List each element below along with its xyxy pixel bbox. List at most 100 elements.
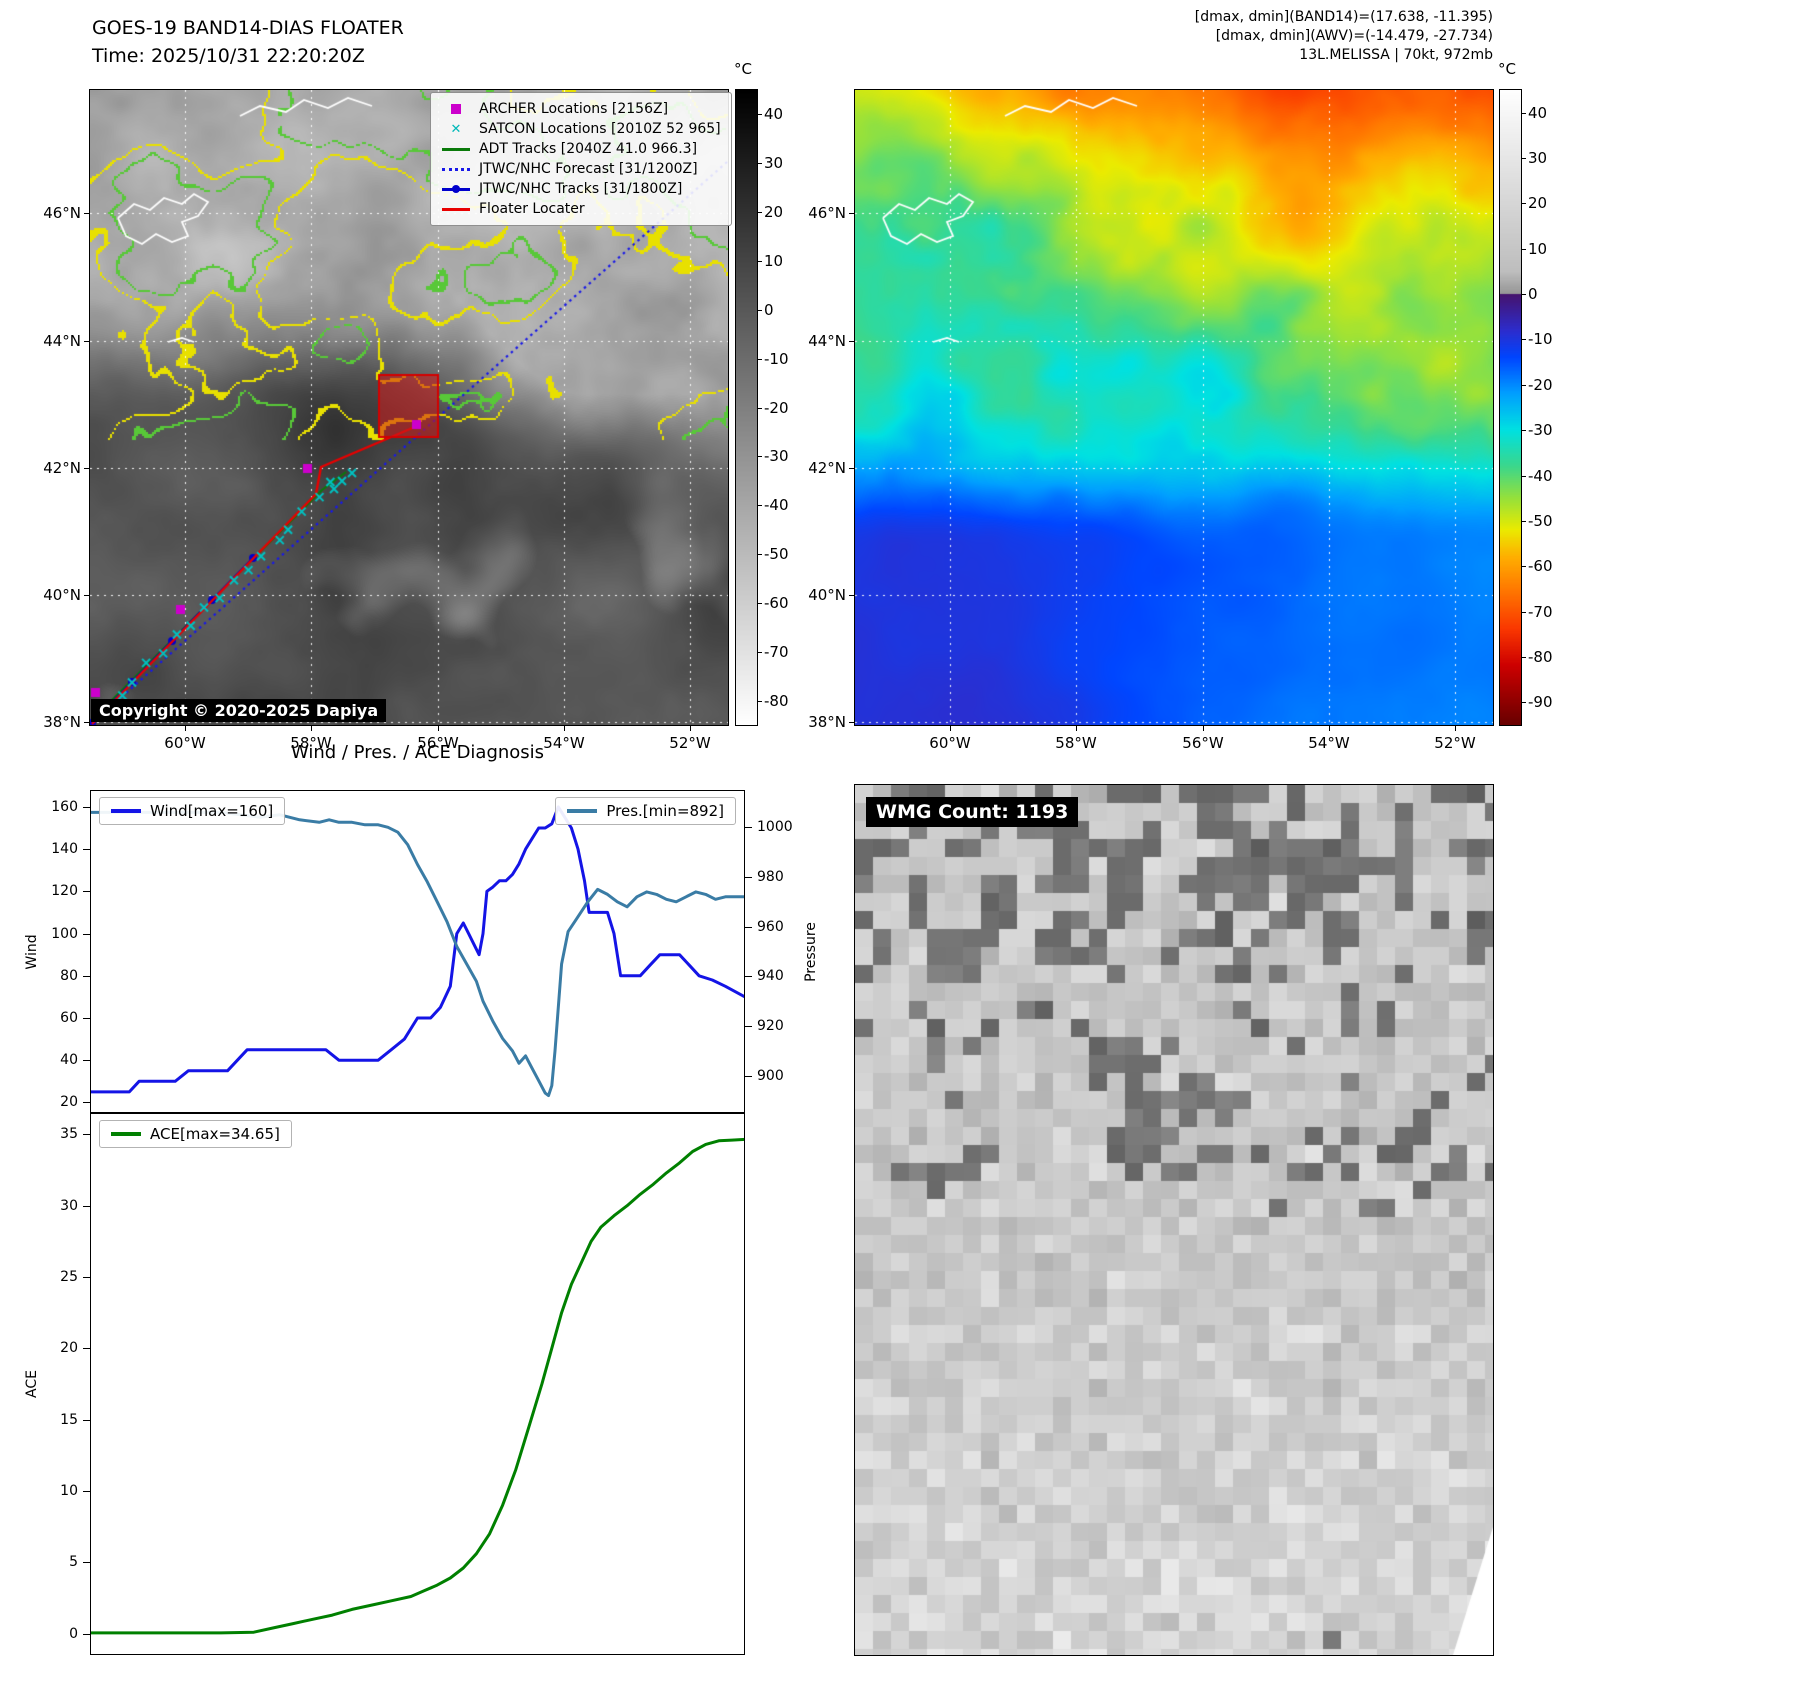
lon-tick-label: 54°W xyxy=(1308,734,1350,752)
legend-item: ADT Tracks [2040Z 41.0 966.3] xyxy=(441,139,721,159)
chart-legend-label: Pres.[min=892] xyxy=(606,802,724,820)
tick-mark xyxy=(84,595,90,596)
tick-mark xyxy=(745,876,752,878)
tick-mark xyxy=(757,407,762,409)
tick-mark xyxy=(757,456,762,458)
band14-colorbar-unit: °C xyxy=(734,60,752,78)
tick-mark xyxy=(1521,384,1526,386)
awv-satellite-image xyxy=(854,89,1494,726)
y2-tick-label: 940 xyxy=(757,968,784,985)
lat-tick-label: 44°N xyxy=(808,332,846,350)
colorbar-tick-label: 0 xyxy=(764,300,774,319)
lat-tick-label: 46°N xyxy=(43,204,81,222)
pressure-axis-label: Pressure xyxy=(803,921,819,982)
tick-mark xyxy=(84,468,90,469)
legend-line-swatch xyxy=(567,809,598,813)
wind-pressure-plot xyxy=(88,790,747,1113)
tick-mark xyxy=(83,1633,90,1635)
tick-mark xyxy=(83,933,90,935)
colorbar-tick-label: -80 xyxy=(764,691,789,710)
tick-mark xyxy=(311,725,312,731)
legend-item-label: JTWC/NHC Tracks [31/1800Z] xyxy=(479,181,683,197)
ace-axis-label: ACE xyxy=(24,1370,40,1398)
tick-mark xyxy=(757,309,762,311)
tick-mark xyxy=(83,1060,90,1062)
tick-mark xyxy=(745,926,752,928)
tick-mark xyxy=(83,975,90,977)
y-tick-label: 20 xyxy=(60,1340,78,1357)
colorbar-tick-label: -90 xyxy=(1528,693,1553,712)
tick-mark xyxy=(757,554,762,556)
tick-mark xyxy=(83,1562,90,1564)
tick-mark xyxy=(84,722,90,723)
tick-mark xyxy=(83,806,90,808)
tick-mark xyxy=(1521,248,1526,250)
chart-legend-label: ACE[max=34.65] xyxy=(150,1125,280,1143)
lon-tick-label: 54°W xyxy=(543,734,585,752)
y2-tick-label: 980 xyxy=(757,868,784,885)
tick-mark xyxy=(83,1348,90,1350)
wind-pressure-chart xyxy=(88,790,747,1113)
y-tick-label: 5 xyxy=(69,1554,78,1571)
y-tick-label: 0 xyxy=(69,1625,78,1642)
colorbar-tick-label: -40 xyxy=(1528,466,1553,485)
tick-mark xyxy=(690,725,691,731)
tick-mark xyxy=(1521,702,1526,704)
lat-tick-label: 40°N xyxy=(808,586,846,604)
x-legend-icon: ✕ xyxy=(450,121,462,137)
wmg-count-image xyxy=(854,784,1494,1656)
tick-mark xyxy=(745,1075,752,1077)
chart-frame xyxy=(90,790,745,1113)
colorbar-tick-label: -50 xyxy=(764,545,789,564)
y-tick-label: 30 xyxy=(60,1197,78,1214)
band14-legend: ARCHER Locations [2156Z] ✕ SATCON Location… xyxy=(430,92,732,226)
colorbar-tick-label: -10 xyxy=(764,349,789,368)
colorbar-tick-label: -60 xyxy=(1528,557,1553,576)
tick-mark xyxy=(757,602,762,604)
tick-mark xyxy=(1203,725,1204,731)
legend-line-swatch xyxy=(111,809,141,813)
tick-mark xyxy=(1521,112,1526,114)
tick-mark xyxy=(757,651,762,653)
y-tick-label: 120 xyxy=(51,883,78,900)
y-tick-label: 60 xyxy=(60,1010,78,1026)
band14-panel-title: GOES-19 BAND14-DIAS FLOATER Time: 2025/1… xyxy=(92,14,404,70)
dotted-line-legend-icon xyxy=(441,162,471,176)
ace-plot xyxy=(88,1113,747,1655)
tick-mark xyxy=(564,725,565,731)
lat-tick-label: 42°N xyxy=(43,459,81,477)
colorbar-tick-label: -50 xyxy=(1528,511,1553,530)
tick-mark xyxy=(1521,339,1526,341)
lon-tick-label: 56°W xyxy=(417,734,459,752)
lon-tick-label: 60°W xyxy=(164,734,206,752)
lon-tick-label: 58°W xyxy=(290,734,332,752)
lat-tick-label: 38°N xyxy=(808,713,846,731)
tick-mark xyxy=(1521,475,1526,477)
legend-item-label: SATCON Locations [2010Z 52 965] xyxy=(479,121,721,137)
lat-tick-label: 40°N xyxy=(43,586,81,604)
tick-mark xyxy=(438,725,439,731)
tick-mark xyxy=(1521,430,1526,432)
band14-title-line2: Time: 2025/10/31 22:20:20Z xyxy=(92,45,365,67)
tick-mark xyxy=(83,1102,90,1104)
tick-mark xyxy=(950,725,951,731)
chart-frame xyxy=(90,1113,745,1655)
ace-chart xyxy=(88,1113,747,1655)
lon-tick-label: 52°W xyxy=(669,734,711,752)
tick-mark xyxy=(757,700,762,702)
lon-tick-label: 56°W xyxy=(1182,734,1224,752)
tick-mark xyxy=(83,1134,90,1136)
y-tick-label: 80 xyxy=(60,967,78,984)
tick-mark xyxy=(185,725,186,731)
tick-mark xyxy=(1455,725,1456,731)
colorbar-tick-label: -20 xyxy=(1528,375,1553,394)
colorbar-tick-label: -30 xyxy=(1528,421,1553,440)
tick-mark xyxy=(745,827,752,829)
tick-mark xyxy=(745,1026,752,1028)
colorbar-tick-label: 30 xyxy=(1528,149,1548,168)
tick-mark xyxy=(1521,203,1526,205)
tick-mark xyxy=(1521,611,1526,613)
wmg-count-label: WMG Count: 1193 xyxy=(866,797,1079,827)
tick-mark xyxy=(849,595,855,596)
legend-item: ✕ SATCON Locations [2010Z 52 965] xyxy=(441,119,721,139)
